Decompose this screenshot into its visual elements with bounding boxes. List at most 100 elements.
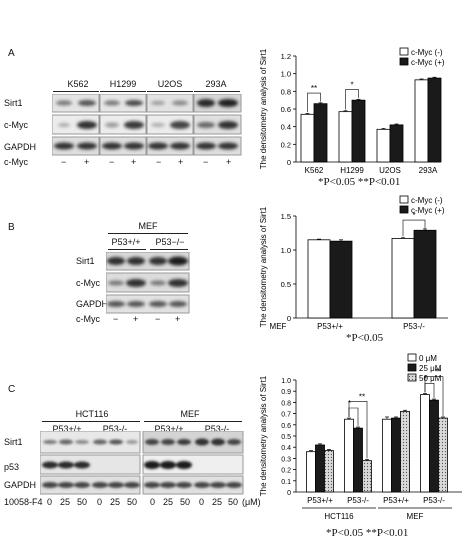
chart-b-sig-mark: * [412, 211, 415, 220]
chart-a-category-label: H1299 [340, 166, 364, 175]
blot-a-gapdh-strip [52, 136, 100, 156]
chart-a-ytick-label: 0.2 [281, 140, 291, 149]
blot-c-dose: 50 [77, 497, 88, 507]
chart-b-bar [413, 229, 437, 319]
chart-c-bar [429, 399, 439, 493]
blot-a-sirt1-strip [99, 94, 147, 113]
chart-a: The densitometry analysis of Sirt1 0 0.2 0.… [259, 47, 445, 175]
blot-a-group-label: H1299 [109, 79, 137, 89]
blot-b-sign: − [155, 314, 161, 324]
chart-c-category-label: P53+/+ [307, 496, 333, 505]
blot-a-group-line [53, 91, 99, 92]
chart-c-ytick-label: 0.7 [281, 412, 291, 419]
blot-a-cmyc-strip [146, 114, 194, 135]
blot-a-image [52, 94, 242, 156]
chart-c-category-label: P53-/- [423, 496, 445, 505]
chart-b-legend-swatch [399, 205, 409, 214]
blot-b-sign: + [175, 314, 181, 324]
blot-c-dose: 0 [199, 497, 205, 507]
chart-c-bar [438, 417, 448, 493]
chart-a-legend-label: c-Myc (-) [411, 48, 443, 57]
blot-b-sign: − [113, 314, 119, 324]
blot-a-sign: − [156, 157, 162, 167]
chart-c-bar [306, 451, 316, 493]
chart-a-bar [351, 99, 366, 163]
blot-a-row-label: GAPDH [4, 142, 37, 152]
chart-a-category-label: U2OS [379, 166, 401, 175]
chart-c: The densitometry analysis of Sirt1 0 0.1 0.… [259, 353, 462, 521]
blot-a-row-label: Sirt1 [4, 98, 23, 108]
chart-c-legend-swatch [407, 363, 417, 372]
blot-b-sign: + [133, 314, 139, 324]
chart-c-legend-label: 25 μM [419, 364, 442, 373]
chart-a-ytick-label: 0 [287, 158, 291, 167]
blot-c-subgroup-label: P53-/- [102, 424, 128, 434]
blot-a-group-label: U2OS [157, 79, 183, 89]
blot-b-row-label: GAPDH [76, 299, 109, 309]
chart-c-group-label: HCT116 [324, 512, 354, 521]
blot-c-group-label: HCT116 [75, 409, 109, 419]
chart-a-bar [300, 113, 315, 163]
blot-b-treatment-label: c-Myc [76, 314, 100, 324]
chart-a-legend-label: c-Myc (+) [411, 58, 445, 67]
chart-c-sig-mark: * [424, 374, 427, 383]
blot-c-dose: 0 [97, 497, 103, 507]
chart-c-bar [324, 450, 334, 493]
chart-a-bar [414, 79, 429, 163]
chart-c-ytick-label: 0.3 [281, 456, 291, 463]
chart-b-category-label: P53-/- [403, 322, 425, 331]
chart-c-sig-bracket [348, 400, 368, 459]
blot-c-treatment-label: 10058-F4 [4, 497, 43, 507]
chart-a-bar [313, 103, 328, 163]
blot-c-row-label: GAPDH [4, 480, 37, 490]
chart-c-category-label: P53+/+ [383, 496, 409, 505]
blot-a-group-line [194, 91, 240, 92]
blot-c-image [40, 431, 244, 495]
chart-b-legend-label: c-Myc (+) [411, 206, 445, 215]
blot-c-dose: 50 [180, 497, 191, 507]
blot-a-sign: + [131, 157, 137, 167]
chart-a-ytick-label: 0.6 [281, 105, 291, 114]
chart-a-sig-mark: ** [311, 84, 317, 93]
chart-b-bar [391, 238, 415, 319]
chart-b-footnote: *P<0.05 [346, 332, 384, 344]
blot-b-group-label: P53−/− [155, 237, 185, 247]
chart-c-legend-label: 0 μM [419, 354, 437, 363]
chart-b-bar [307, 239, 331, 319]
blot-c-dose: 0 [150, 497, 156, 507]
blot-a-sign: + [178, 157, 184, 167]
chart-b-bar [329, 240, 353, 319]
chart-a-bar [338, 111, 353, 163]
blot-c-group-line [144, 421, 242, 422]
chart-a-ytick-label: 0.4 [281, 123, 291, 132]
chart-a-ylabel: The densitometry analysis of Sirt1 [259, 48, 268, 169]
chart-c-bar [362, 460, 372, 493]
blot-c-subgroup-label: P53+/+ [52, 424, 82, 434]
chart-c-legend-swatch [407, 373, 417, 382]
chart-c-bar [420, 394, 430, 493]
chart-c-sig-bracket [424, 376, 444, 416]
chart-c-ytick-label: 0.1 [281, 479, 291, 486]
blot-c-subgroup-label: P53+/+ [154, 424, 184, 434]
chart-b: The densitometry analysis of Sirt1 0 0.5 1.… [259, 195, 448, 331]
chart-b-legend-swatch [399, 195, 409, 204]
blot-c-dose: 25 [163, 497, 174, 507]
chart-a-sig-bracket [345, 89, 359, 110]
blot-c-p53-strip [40, 454, 141, 475]
blot-c-dose: 25 [212, 497, 223, 507]
blot-b-image [106, 252, 190, 314]
blot-a-sign: + [226, 157, 232, 167]
blot-c-p53-strip [142, 454, 244, 475]
blot-b-gapdh-strip [106, 294, 190, 314]
chart-a-ytick-label: 1.0 [281, 70, 291, 79]
blot-b-row-label: Sirt1 [76, 256, 95, 266]
chart-c-footnote: *P<0.05 **P<0.01 [326, 527, 409, 539]
blot-c-group-label: MEF [180, 409, 200, 419]
blot-a-cmyc-strip [193, 114, 242, 135]
blot-c-dose: 25 [110, 497, 121, 507]
blot-a-sirt1-strip [193, 94, 242, 113]
chart-c-ytick-label: 0.9 [281, 389, 291, 396]
blot-c-dose-unit: (μM) [242, 497, 261, 507]
blot-c-dose: 50 [228, 497, 239, 507]
chart-c-ytick-label: 0.6 [281, 423, 291, 430]
